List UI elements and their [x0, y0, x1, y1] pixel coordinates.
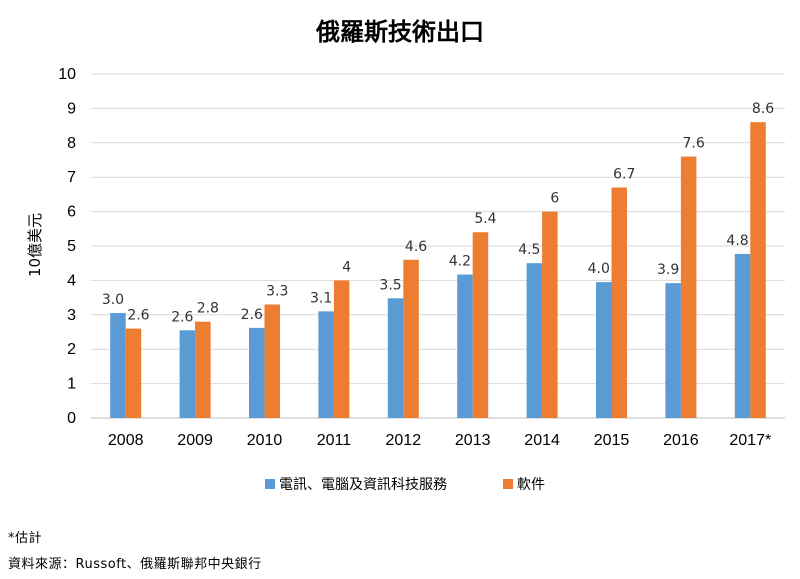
data-label: 3.0: [102, 292, 124, 308]
source-note: 資料來源：Russoft、俄羅斯聯邦中央銀行: [8, 557, 262, 572]
x-axis-ticks: 2008 2009 2010 2011 2012 2013 2014 2015 2016 2017…: [108, 432, 771, 449]
y-tick-label: 2: [67, 341, 76, 358]
y-tick-label: 0: [67, 410, 76, 427]
bar-software-2008: [125, 328, 142, 418]
chart-title: 俄羅斯技術出口: [315, 18, 484, 46]
bar-telecom-2016: [665, 283, 681, 418]
bar-telecom-2013: [457, 274, 473, 418]
bar-telecom-2009: [179, 330, 196, 418]
data-label: 7.6: [683, 136, 705, 152]
x-tick-label: 2011: [317, 432, 352, 449]
x-tick-label: 2015: [594, 432, 630, 449]
legend-label-software: 軟件: [517, 477, 545, 493]
bar-software-2015: [611, 187, 627, 418]
legend: 電訊、電腦及資訊科技服務 軟件: [265, 477, 545, 493]
y-tick-label: 6: [67, 204, 76, 221]
bar-telecom-2017: [734, 253, 751, 418]
data-label: 6: [550, 191, 559, 207]
y-tick-label: 4: [67, 272, 76, 289]
y-axis-ticks: 0 1 2 3 4 5 6 7 8 9 10: [58, 66, 76, 427]
y-tick-label: 9: [67, 100, 76, 117]
data-label: 2.8: [197, 301, 219, 317]
x-tick-label: 2010: [247, 432, 283, 449]
footnote: *估計: [8, 531, 43, 546]
bar-telecom-2010: [249, 327, 265, 418]
bar-software-2013: [472, 232, 489, 418]
x-tick-label: 2017*: [729, 432, 771, 449]
legend-swatch-telecom: [265, 479, 275, 489]
data-label: 3.5: [379, 277, 401, 293]
y-tick-label: 5: [67, 238, 76, 255]
data-label: 8.6: [752, 101, 774, 117]
bar-software-2017: [750, 122, 766, 418]
data-label: 4.2: [449, 254, 471, 270]
data-label: 4: [342, 259, 351, 275]
bar-telecom-2014: [526, 263, 543, 418]
bar-telecom-2008: [110, 313, 126, 418]
legend-label-telecom: 電訊、電腦及資訊科技服務: [279, 477, 447, 493]
bar-software-2010: [264, 304, 280, 418]
y-axis-label: 10億美元: [26, 213, 44, 277]
x-tick-label: 2008: [108, 432, 144, 449]
y-tick-label: 8: [67, 135, 76, 152]
x-tick-label: 2009: [177, 432, 213, 449]
x-tick-label: 2016: [663, 432, 699, 449]
data-label: 4.0: [588, 261, 610, 277]
bar-software-2011: [333, 280, 350, 418]
data-label: 4.8: [726, 233, 748, 249]
data-label: 6.7: [613, 167, 635, 183]
data-label: 3.3: [266, 283, 288, 299]
y-tick-label: 10: [58, 66, 76, 83]
data-label: 4.6: [405, 239, 427, 255]
bar-telecom-2011: [318, 311, 334, 418]
y-tick-label: 1: [67, 376, 76, 393]
bar-telecom-2012: [387, 298, 404, 418]
data-label: 4.5: [518, 242, 540, 258]
x-tick-label: 2013: [455, 432, 491, 449]
data-label: 3.9: [657, 262, 679, 278]
bar-software-2009: [195, 321, 211, 418]
y-tick-label: 7: [67, 169, 76, 186]
data-label: 5.4: [474, 211, 496, 227]
data-label: 2.6: [241, 307, 263, 323]
data-label: 2.6: [127, 308, 149, 324]
data-label: 3.1: [310, 290, 332, 306]
bar-software-2016: [680, 156, 697, 418]
data-label: 2.6: [171, 309, 193, 325]
x-tick-label: 2014: [524, 432, 560, 449]
y-tick-label: 3: [67, 307, 76, 324]
bar-software-2012: [403, 259, 419, 418]
bars: [110, 122, 766, 418]
legend-swatch-software: [503, 479, 513, 489]
bar-software-2014: [542, 211, 558, 418]
data-labels: 3.02.6 2.62.8 2.63.3 3.143.54.64.25.44.564.…: [102, 101, 774, 325]
x-tick-label: 2012: [386, 432, 422, 449]
bar-telecom-2015: [596, 282, 612, 418]
